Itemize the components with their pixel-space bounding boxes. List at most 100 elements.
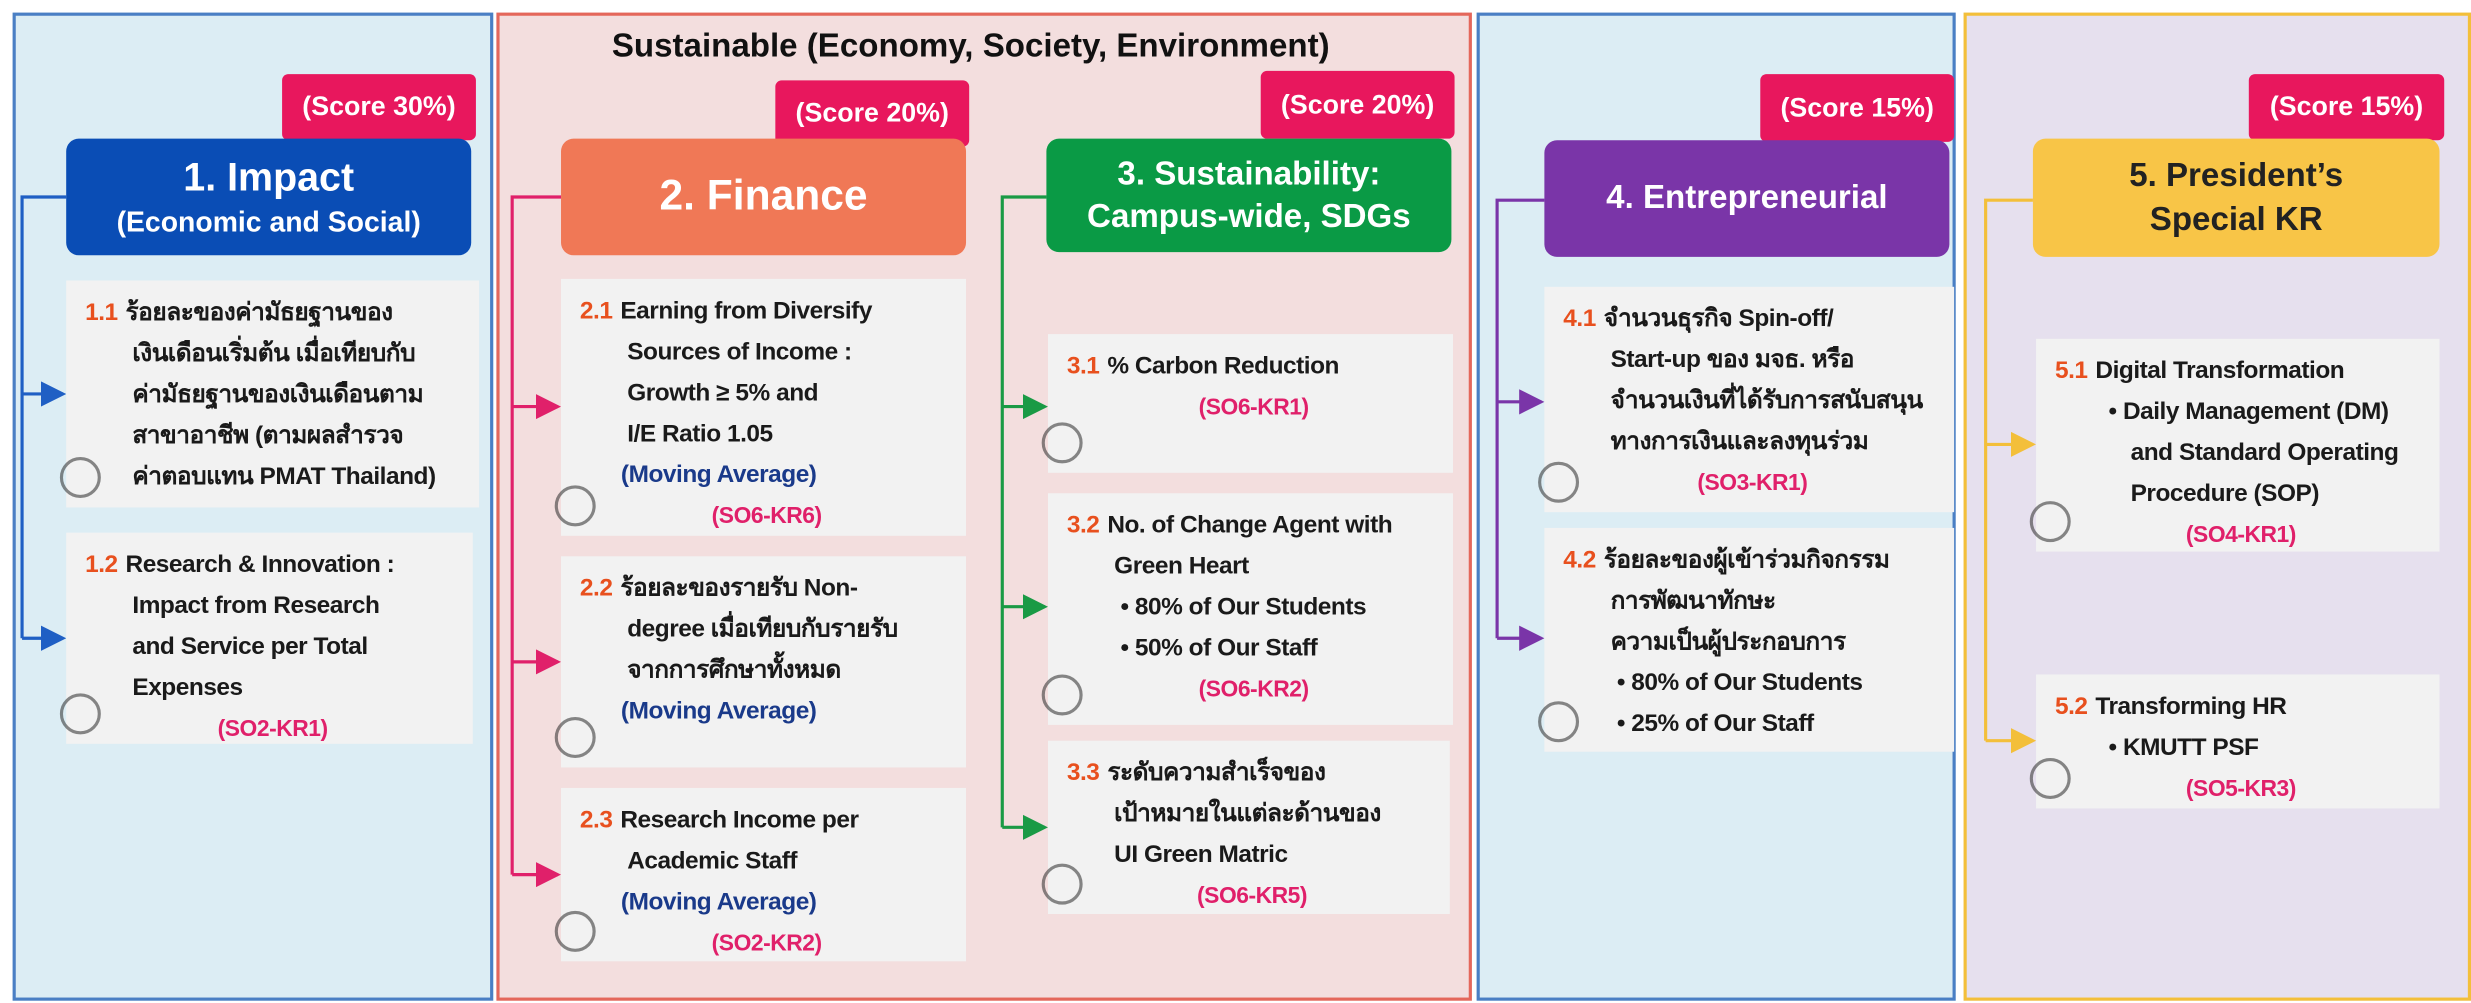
item-line: การพัฒนาทักษะ (1563, 582, 1941, 623)
item-icon (1041, 674, 1083, 716)
item-line: จำนวนเงินที่ได้รับการสนับสนุน (1563, 381, 1941, 422)
item-code: 2.3 (579, 806, 613, 834)
item-line: ค่ามัธยฐานของเงินเดือนตาม (85, 375, 466, 416)
bullet-text: KMUTT PSF (2122, 734, 2259, 762)
item-code: 4.2 (1563, 546, 1596, 574)
item-line: Growth ≥ 5% and (580, 373, 953, 414)
item-icon (554, 717, 596, 759)
kr-item: 5.1 Digital Transformation • Daily Managem… (2036, 338, 2440, 552)
item-line: 3.3 ระดับความสำเร็จของ (1067, 753, 1437, 794)
item-code: 2.2 (579, 575, 613, 602)
title-line: 2. Finance (659, 172, 868, 220)
score-badge: (Score 15%) (1760, 74, 1955, 142)
item-text: ร้อยละของรายรับ Non- (620, 575, 858, 602)
title-line: 3. Sustainability: (1117, 155, 1381, 192)
item-code: 5.2 (2054, 693, 2088, 721)
bullet-dot: • (1120, 635, 1135, 662)
item-line: 5.2 Transforming HR (2055, 687, 2427, 728)
item-line: ค่าตอบแทน PMAT Thailand) (85, 457, 466, 498)
item-ref: (SO6-KR5) (1197, 884, 1308, 910)
item-code: 4.1 (1563, 305, 1596, 333)
title-line: Special KR (2149, 200, 2323, 238)
item-text: Digital Transformation (2095, 357, 2345, 385)
item-code: 3.2 (1066, 512, 1100, 539)
item-ref: (SO6-KR1) (1198, 395, 1309, 421)
bullet-dot: • (2108, 398, 2123, 426)
item-note: (Moving Average) (620, 888, 817, 916)
kr-item: 2.2 ร้อยละของรายรับ Non-degree เมื่อเทียบ… (561, 556, 967, 768)
header-title: Sustainable (Economy, Society, Environme… (611, 28, 1330, 65)
item-text: Research Income per (620, 806, 859, 834)
item-line: I/E Ratio 1.05 (580, 414, 953, 455)
item-text: No. of Change Agent with (1107, 512, 1393, 539)
item-line: ทางการเงินและลงทุนร่วม (1563, 422, 1941, 463)
item-line: เงินเดือนเริ่มต้น เมื่อเทียบกับ (85, 334, 466, 375)
item-code: 2.1 (579, 297, 613, 325)
item-icon (59, 693, 101, 735)
item-line: Impact from Research (85, 586, 460, 627)
item-ref: (SO3-KR1) (1697, 471, 1808, 497)
item-text: จำนวนธุรกิจ Spin-off/ (1603, 305, 1834, 333)
bullet-dot: • (1120, 594, 1135, 621)
item-ref: (SO6-KR2) (1198, 677, 1309, 703)
item-ref: (SO4-KR1) (2185, 523, 2296, 549)
item-line: Green Heart (1067, 547, 1440, 588)
kr-item: 1.1 ร้อยละของค่ามัธยฐานของ เงินเดือนเริ่มต… (66, 280, 480, 508)
item-line: 5.1 Digital Transformation (2055, 351, 2427, 392)
item-line: Expenses (85, 668, 460, 709)
title-line: 1. Impact (183, 156, 355, 201)
item-icon (59, 457, 101, 498)
bullet-text: 50% of Our Staff (1134, 635, 1318, 662)
item-line: 1.1 ร้อยละของค่ามัธยฐานของ (85, 293, 466, 334)
item-text: degree เมื่อเทียบกับรายรับ (627, 616, 898, 643)
item-line: degree เมื่อเทียบกับรายรับ (580, 610, 953, 651)
item-text: and Service per Total (132, 633, 368, 661)
item-line: 2.3 Research Income per (580, 801, 953, 842)
item-line: 3.2 No. of Change Agent with (1067, 506, 1440, 547)
item-code: 1.1 (85, 299, 118, 327)
item-line: 4.1 จำนวนธุรกิจ Spin-off/ (1563, 299, 1941, 340)
item-ref: (SO2-KR2) (711, 931, 822, 957)
item-icon (2029, 501, 2071, 543)
item-text: ระดับความสำเร็จของ (1107, 759, 1326, 787)
kr-item: 2.1 Earning from Diversify Sources of Inco… (561, 278, 967, 536)
item-text: I/E Ratio 1.05 (627, 420, 773, 448)
item-line: จากการศึกษาทั้งหมด (580, 651, 953, 692)
item-text: Growth ≥ 5% and (627, 379, 819, 407)
item-text: Research & Innovation : (125, 551, 395, 579)
item-text: ทางการเงินและลงทุนร่วม (1610, 428, 1869, 456)
item-code: 1.2 (85, 551, 118, 579)
bullet-text: 25% of Our Staff (1631, 710, 1814, 738)
title-line: (Economic and Social) (116, 205, 421, 238)
item-text: จำนวนเงินที่ได้รับการสนับสนุน (1610, 387, 1924, 415)
bullet: • 80% of Our Students (1563, 663, 1941, 704)
bullet-dot: • (1616, 669, 1632, 697)
item-icon (1041, 422, 1083, 464)
column-title: 4. Entrepreneurial (1544, 140, 1950, 257)
kr-item: 4.2 ร้อยละของผู้เข้าร่วมกิจกรรม การพัฒนาทั… (1544, 527, 1955, 752)
item-line: 4.2 ร้อยละของผู้เข้าร่วมกิจกรรม (1563, 541, 1941, 582)
item-text: Sources of Income : (627, 338, 852, 366)
item-icon (1538, 461, 1580, 503)
title-line: Campus-wide, SDGs (1087, 198, 1411, 235)
bullet: • Daily Management (DM) and Standard Ope… (2055, 392, 2427, 515)
kr-item: 4.1 จำนวนธุรกิจ Spin-off/Start-up ของ มจธ… (1544, 286, 1955, 513)
item-line: Sources of Income : (580, 333, 953, 374)
bullet: • KMUTT PSF (2055, 728, 2427, 769)
bullet-dot: • (1616, 710, 1632, 738)
kr-item: 3.3 ระดับความสำเร็จของ เป้าหมายในแต่ละด้าน… (1047, 740, 1450, 915)
item-line: UI Green Matric (1067, 835, 1437, 876)
score-badge: (Score 20%) (775, 80, 970, 147)
item-line: 2.2 ร้อยละของรายรับ Non- (580, 569, 953, 610)
kr-item: 1.2 Research & Innovation : Impact from Re… (66, 532, 473, 744)
item-text: สาขาอาชีพ (ตามผลสำรวจ (132, 422, 404, 450)
bullet-text: Daily Management (DM) and Standard Opera… (2122, 398, 2399, 508)
item-text: Expenses (132, 674, 243, 702)
item-line: เป้าหมายในแต่ละด้านของ (1067, 794, 1437, 835)
item-line: 3.1 % Carbon Reduction (1067, 347, 1440, 388)
item-icon (1538, 701, 1580, 743)
bullet-text: 80% of Our Students (1134, 594, 1367, 621)
